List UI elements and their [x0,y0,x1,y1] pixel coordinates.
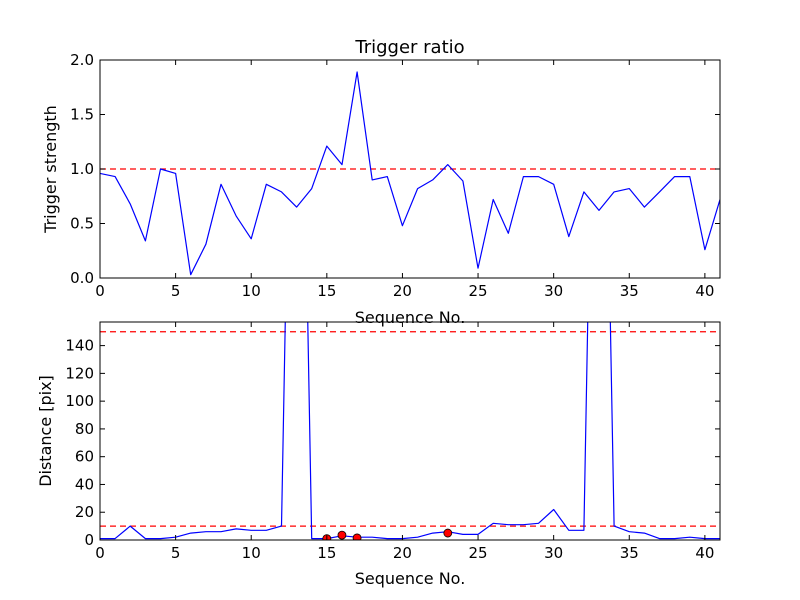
x-tick-label: 5 [171,544,181,562]
y-tick-label: 1.0 [70,160,94,178]
x-tick-label: 30 [544,282,563,300]
x-tick-label: 15 [317,282,336,300]
chart-title: Trigger ratio [354,37,464,58]
x-axis-label: Sequence No. [355,308,466,327]
x-tick-label: 35 [620,282,639,300]
x-tick-label: 10 [242,282,261,300]
x-tick-label: 0 [95,282,105,300]
y-tick-label: 20 [75,503,94,521]
series-line [100,322,720,540]
plot-content [100,71,720,276]
x-tick-label: 15 [317,544,336,562]
y-tick-label: 0.5 [70,215,94,233]
x-tick-label: 10 [242,544,261,562]
trigger-ratio-panel: Trigger ratio 0 5 10 15 20 25 30 35 40 0.0 0.5 1.0 1… [41,37,721,327]
y-tick-label: 80 [75,420,94,438]
x-tick-label: 25 [469,544,488,562]
distance-panel: 0 5 10 15 20 25 30 35 40 0 20 40 60 80 100 120 140 Seque… [36,321,721,588]
x-tick-label: 20 [393,544,412,562]
y-tick-label: 100 [65,392,94,410]
x-tick-label: 0 [95,544,105,562]
y-axis-label: Trigger strength [41,105,60,234]
x-tick-label: 40 [695,282,714,300]
x-tick-label: 35 [620,544,639,562]
distance-plot-area: 0 5 10 15 20 25 30 35 40 0 20 40 60 80 100 120 140 [65,321,721,562]
x-tick-label: 30 [544,544,563,562]
x-axis-label: Sequence No. [355,569,466,588]
trigger-plot-area: 0 5 10 15 20 25 30 35 40 0.0 0.5 1.0 1.5 2.0 [70,51,721,300]
data-point-marker [443,528,453,538]
series-line [100,71,720,276]
x-tick-label: 25 [469,282,488,300]
y-tick-label: 0 [84,531,94,549]
plot-content [100,322,720,540]
x-tick-label: 40 [695,544,714,562]
plot-frame [99,321,721,541]
x-tick-label: 5 [171,282,181,300]
y-tick-label: 60 [75,448,94,466]
y-tick-label: 40 [75,475,94,493]
y-tick-label: 2.0 [70,51,94,69]
y-tick-label: 140 [65,337,94,355]
data-point-marker [337,530,347,540]
y-tick-label: 0.0 [70,269,94,287]
x-tick-label: 20 [393,282,412,300]
y-axis-label: Distance [pix] [36,375,55,487]
data-point-marker [352,533,362,540]
y-tick-label: 120 [65,364,94,382]
y-tick-label: 1.5 [70,106,94,124]
